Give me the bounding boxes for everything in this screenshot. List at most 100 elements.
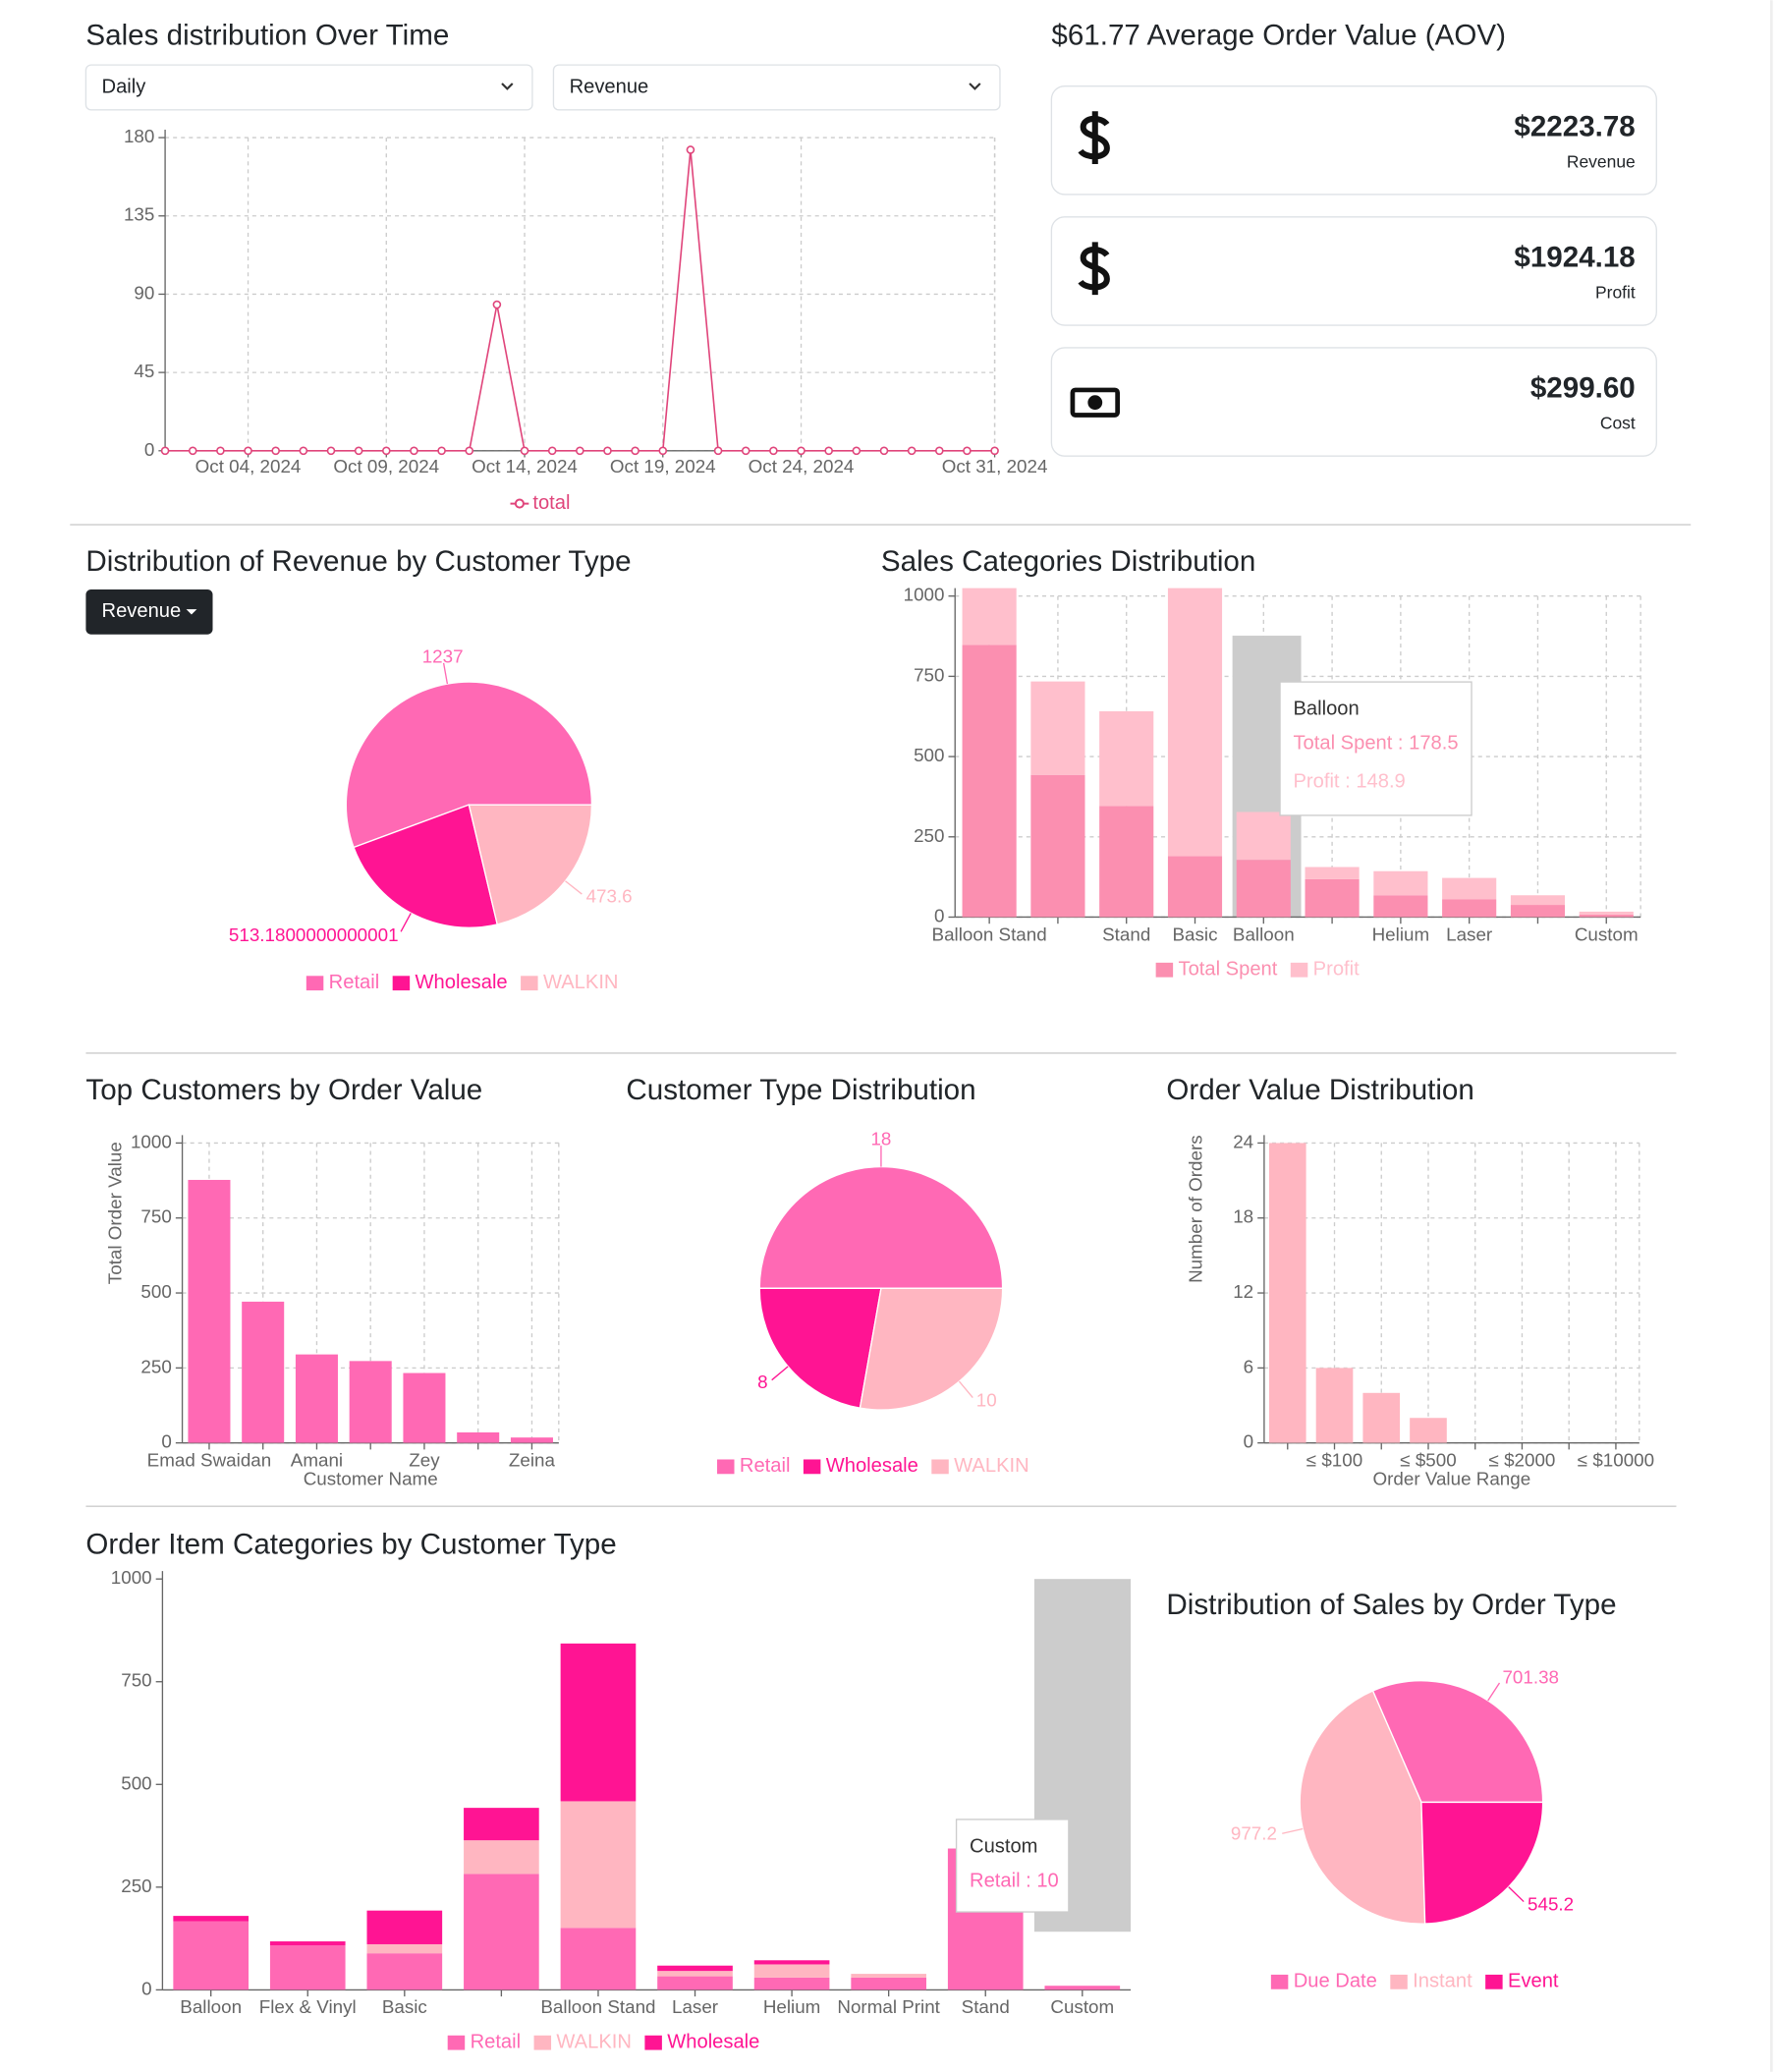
x-tick-label: Custom [1050, 1996, 1114, 2017]
point [769, 446, 778, 456]
legend: Retail Wholesale WALKIN [717, 1455, 1029, 1477]
bar [1099, 806, 1154, 918]
chart-title: Sales Categories Distribution [881, 545, 1255, 578]
x-tick-label: Stand [1102, 924, 1150, 944]
tooltip-line: Total Spent : 178.5 [1293, 733, 1458, 755]
x-tick-label: Zey [409, 1449, 440, 1470]
point [741, 446, 750, 456]
x-tick-label: Oct 09, 2024 [333, 456, 439, 476]
y-axis-label: Total Order Value [104, 1142, 125, 1284]
point [603, 446, 612, 456]
chevron[interactable] [501, 83, 514, 90]
data-label: 8 [757, 1372, 767, 1392]
pie-metric-button[interactable]: Revenue [85, 588, 213, 635]
select-value[interactable]: Daily [102, 76, 147, 97]
legend-swatch [1270, 1974, 1289, 1989]
bar [464, 1874, 539, 1990]
x-tick-label: Amani [291, 1449, 343, 1470]
label-line [771, 1366, 789, 1381]
y-tick-label: 0 [141, 1978, 151, 1998]
x-tick-label: ≤ $100 [1306, 1449, 1362, 1470]
pie-slice [758, 1287, 882, 1409]
kpi-title: $61.77 Average Order Value (AOV) [1051, 20, 1506, 52]
legend-label: Event [1508, 1971, 1559, 1992]
kpi-label: Profit [1595, 282, 1636, 302]
pie-slice [1371, 1680, 1544, 1804]
pie-slice [758, 1165, 1004, 1290]
data-label: 977.2 [1231, 1822, 1277, 1843]
legend-label: Total Spent [1179, 959, 1278, 980]
kpi-card: $299.60 Cost [1050, 347, 1657, 457]
card [1050, 216, 1657, 326]
metric-select[interactable]: Revenue [552, 64, 1001, 111]
bar [1442, 899, 1497, 918]
legend-swatch [1290, 962, 1308, 978]
data-label: 1237 [422, 646, 464, 667]
bar [349, 1361, 392, 1443]
legend-label: Wholesale [416, 972, 508, 993]
select-box[interactable] [84, 64, 533, 111]
x-tick-label: Laser [1446, 924, 1492, 944]
bar [1305, 878, 1360, 918]
label-line [565, 880, 583, 895]
legend-label: Retail [740, 1455, 791, 1477]
x-tick-label: Oct 24, 2024 [749, 456, 855, 476]
bar [560, 1643, 637, 1802]
bar [269, 1945, 346, 1990]
kpi-value: $1924.18 [1514, 242, 1635, 274]
bar [657, 1976, 733, 1990]
chevron[interactable] [969, 83, 981, 90]
kpi-label: Cost [1600, 414, 1636, 433]
button[interactable] [85, 588, 213, 635]
bars [1268, 1143, 1447, 1443]
tooltip-line: Retail : 10 [970, 1870, 1059, 1891]
legend-label: Profit [1313, 959, 1360, 980]
legend-swatch [1485, 1974, 1503, 1989]
y-tick-label: 1000 [111, 1567, 152, 1588]
point [934, 446, 944, 456]
select-value[interactable]: Revenue [570, 76, 649, 97]
pie-slice [859, 1287, 1004, 1411]
bar [403, 1372, 446, 1443]
legend-label: total [532, 492, 570, 514]
bar [1044, 1986, 1121, 1990]
point [354, 446, 363, 456]
bar [1579, 914, 1634, 918]
select-box[interactable] [552, 64, 1001, 111]
pie-slice [353, 804, 499, 928]
chart-title: Order Value Distribution [1166, 1074, 1473, 1106]
point [244, 446, 252, 456]
bar [295, 1354, 338, 1443]
data-label: 18 [870, 1129, 891, 1149]
bar [1373, 870, 1428, 896]
point [907, 446, 917, 456]
bar [1268, 1143, 1306, 1443]
point [631, 446, 639, 456]
bar [188, 1179, 231, 1443]
legend-swatch [803, 1459, 821, 1475]
bar [464, 1808, 539, 1841]
x-tick-label: ≤ $10000 [1578, 1449, 1654, 1470]
point [326, 446, 336, 456]
bar [1167, 856, 1223, 918]
y-tick-label: 1000 [131, 1131, 172, 1151]
period-select[interactable]: Daily [84, 64, 533, 111]
tooltip-title: Balloon [1293, 699, 1359, 720]
y-tick-label: 0 [934, 905, 944, 925]
y-tick-label: 750 [914, 664, 944, 685]
y-tick-label: 1000 [904, 585, 945, 605]
y-tick-label: 500 [121, 1772, 151, 1793]
y-tick-label: 0 [1244, 1431, 1253, 1452]
bar [851, 1974, 926, 1978]
label-line [1508, 1886, 1525, 1903]
y-axis-label: Number of Orders [1185, 1135, 1205, 1283]
button-label[interactable]: Revenue [102, 600, 182, 622]
label-line [442, 662, 449, 685]
x-tick-label: Balloon Stand [540, 1996, 655, 2017]
x-tick-label: Helium [763, 1996, 821, 2017]
legend-label: Due Date [1294, 1971, 1377, 1992]
caret[interactable] [186, 609, 197, 615]
bars [173, 1643, 1121, 1990]
y-tick-label: 250 [121, 1876, 151, 1896]
x-tick-label: Basic [1172, 924, 1217, 944]
